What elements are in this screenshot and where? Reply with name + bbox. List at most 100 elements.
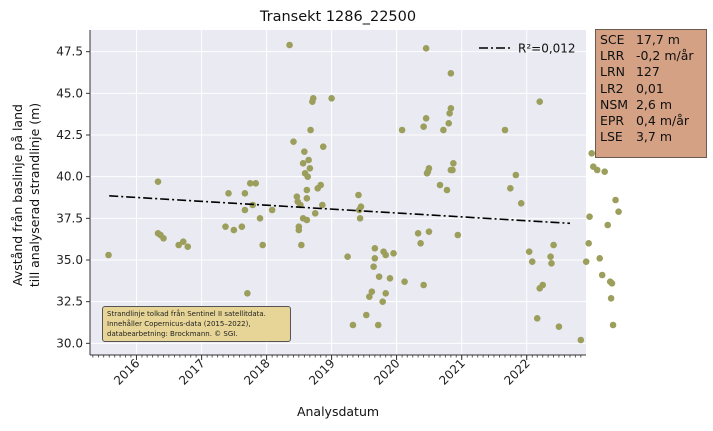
data-point [547, 253, 554, 260]
data-point [449, 166, 456, 174]
grid-lines [90, 30, 586, 355]
data-point [301, 148, 308, 155]
stat-label: NSM [600, 96, 629, 112]
data-point [371, 245, 379, 252]
data-point [440, 126, 447, 134]
stat-value: 2,6 m [632, 96, 673, 112]
x-axis-ticks: 2016 2017 2018 2019 2020 2021 2022 [111, 355, 533, 388]
x-tick-label: 2020 [371, 356, 402, 387]
data-point [319, 201, 326, 209]
data-point [528, 258, 536, 265]
stat-row: NSM 2,6 m [600, 97, 706, 113]
data-point [370, 263, 377, 270]
data-point [585, 240, 592, 247]
data-point [160, 235, 167, 242]
stat-row: SCE 17,7 m [600, 32, 706, 48]
x-tick-label: 2017 [176, 356, 207, 387]
data-point [244, 290, 251, 297]
data-point [306, 165, 314, 172]
data-point [356, 215, 364, 222]
data-point [230, 226, 238, 234]
data-point [420, 281, 427, 289]
data-point [349, 321, 357, 329]
y-axis-label-line-2: till analyserad strandlinje (m) [27, 103, 42, 287]
data-point [588, 150, 595, 157]
data-point [307, 126, 314, 134]
data-point [548, 260, 555, 267]
data-point [582, 258, 590, 265]
stat-label: SCE [600, 32, 625, 47]
y-tick-label: 37.5 [56, 211, 83, 225]
stat-value: 0,01 [632, 80, 664, 96]
chart-title: Transekt 1286_22500 [259, 9, 416, 25]
stat-row: LRR -0,2 m/år [600, 48, 706, 64]
data-point [555, 323, 563, 330]
data-point [446, 110, 453, 117]
data-point [184, 243, 192, 250]
y-tick-label: 35.0 [56, 253, 83, 267]
source-note: Strandlinje tolkad från Sentinel II sate… [102, 306, 291, 342]
stat-value: 17,7 m [632, 32, 680, 47]
data-point [355, 191, 362, 199]
data-point [298, 241, 305, 249]
data-point [550, 241, 557, 249]
x-axis-label: Analysdatum [297, 404, 379, 419]
data-point [256, 215, 264, 222]
legend-label: R²=0,012 [518, 42, 576, 56]
data-point [436, 181, 444, 189]
data-point [241, 190, 249, 197]
data-point [225, 190, 232, 197]
data-point [445, 120, 453, 127]
stat-label: LRR [600, 48, 625, 64]
data-point [533, 315, 541, 322]
data-point [317, 181, 325, 189]
data-point [374, 321, 382, 329]
data-point [246, 180, 254, 187]
data-point [501, 126, 509, 134]
data-point [414, 230, 422, 237]
data-point [304, 173, 312, 180]
data-point [366, 293, 373, 300]
data-point [512, 171, 520, 179]
stat-value: 0,4 m/år [632, 113, 690, 129]
data-point [536, 98, 544, 105]
data-point [293, 193, 301, 200]
data-point [612, 196, 619, 204]
data-point [259, 241, 266, 249]
data-point [303, 186, 311, 194]
data-point [443, 186, 451, 194]
data-point [368, 288, 376, 295]
data-point [425, 228, 433, 235]
data-point [305, 156, 312, 164]
data-point [586, 213, 593, 220]
data-point [268, 206, 276, 214]
y-tick-label: 47.5 [56, 45, 83, 59]
data-point [601, 168, 608, 175]
data-point [517, 200, 525, 207]
x-tick-label: 2019 [306, 356, 337, 387]
data-point [450, 160, 457, 167]
statistics-box: SCE 17,7 m LRR -0,2 m/år LRN 127 LR2 0,01 NS… [595, 29, 707, 158]
data-point [604, 221, 612, 229]
data-point [420, 123, 427, 130]
data-point [371, 255, 379, 262]
data-point [290, 138, 297, 145]
data-point [447, 105, 455, 112]
source-note-line: Strandlinje tolkad från Sentinel II sate… [107, 310, 266, 318]
y-tick-label: 40.0 [56, 170, 83, 184]
data-point [175, 241, 182, 249]
data-point [507, 185, 514, 192]
data-point [303, 195, 311, 202]
stat-value: -0,2 m/år [632, 48, 694, 64]
y-tick-label: 42.5 [56, 128, 83, 142]
data-point [311, 210, 319, 217]
data-point [105, 251, 112, 259]
data-point [539, 281, 547, 289]
data-point [252, 180, 260, 187]
data-point [425, 165, 433, 172]
data-point [328, 95, 335, 102]
data-point [390, 250, 397, 257]
stat-label: LSE [600, 129, 623, 145]
data-point [303, 216, 311, 224]
data-point [154, 178, 162, 185]
